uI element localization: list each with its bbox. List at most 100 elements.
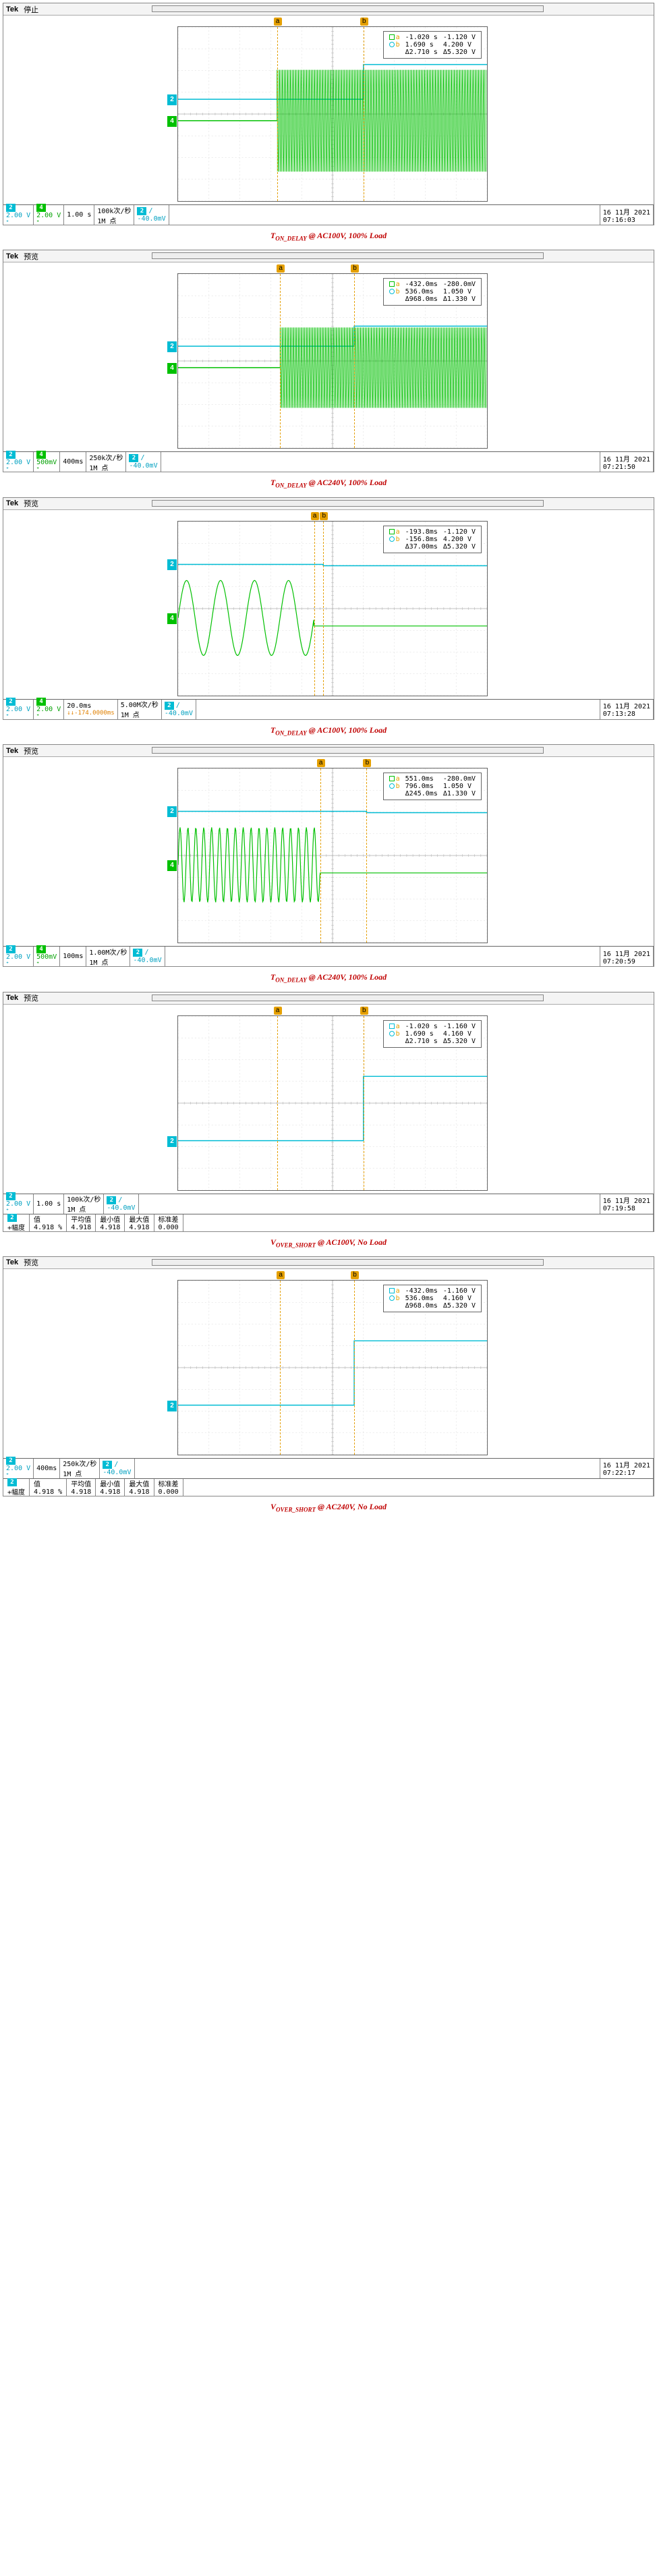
cursor-a[interactable]: a [277, 27, 278, 201]
cursor-readout: a-1.020 s-1.120 V b1.690 s4.200 V Δ2.710… [383, 31, 482, 59]
oscilloscope-capture: Tek 预览 a b 2 a-1.020 [3, 992, 654, 1232]
ch-scale-4: 4500mV ᕀ [34, 947, 60, 966]
channel-tag-4: 4 [167, 860, 177, 871]
channel-tag-2: 2 [167, 1136, 177, 1147]
timestamp: 16 11月 202107:20:59 [600, 947, 654, 966]
oscilloscope-capture: Tek 预览 a b 24 a-193.8 [3, 497, 654, 720]
channel-tag-4: 4 [167, 116, 177, 127]
scope-footer: 22.00 V ᕀ42.00 V ᕀ 1.00 s 100k次/秒1M 点 2/… [3, 204, 654, 225]
scope-footer: 22.00 V ᕀ 400ms 250k次/秒1M 点 2/ -40.0mV 1… [3, 1458, 654, 1478]
cursor-a[interactable]: a [280, 274, 281, 448]
trigger-info: 2/ -40.0mV [162, 700, 196, 719]
cursor-readout: a-193.8ms-1.120 V b-156.8ms4.200 V Δ37.0… [383, 526, 482, 553]
channel-tag-2: 2 [167, 559, 177, 570]
waveform-area: a b 24 a-193.8ms-1.120 V b-156.8ms4.200 … [177, 521, 488, 696]
ch-scale-2: 22.00 V ᕀ [3, 1194, 34, 1214]
cursor-b[interactable]: b [354, 1281, 355, 1455]
channel-tag-2: 2 [167, 341, 177, 352]
oscilloscope-capture: Tek 停止 a b 24 a-1.020 [3, 3, 654, 225]
ch-scale-2: 22.00 V ᕀ [3, 1459, 34, 1478]
brand-label: Tek [3, 1258, 21, 1266]
timebase: 1.00 s [34, 1194, 64, 1214]
run-status: 预览 [21, 498, 41, 509]
cursor-b[interactable]: b [354, 274, 355, 448]
waveform-area: a b 24 a551.0ms-280.0mV b796.0ms1.050 V … [177, 768, 488, 943]
cursor-a[interactable]: a [280, 1281, 281, 1455]
scope-header: Tek 预览 [3, 498, 654, 510]
run-status: 预览 [21, 251, 41, 262]
cursor-a-label: a [274, 1007, 282, 1015]
sample-rate: 250k次/秒1M 点 [86, 452, 126, 472]
cursor-a-label: a [311, 512, 319, 520]
run-status: 停止 [21, 4, 41, 15]
brand-label: Tek [3, 5, 21, 13]
cursor-a-label: a [277, 264, 285, 273]
trigger-info: 2/ -40.0mV [130, 947, 165, 966]
cursor-b-label: b [360, 1007, 368, 1015]
measurement-stats: 2+幅度 值4.918 % 平均值4.918 最小值4.918 最大值4.918… [3, 1214, 654, 1231]
cursor-readout: a-432.0ms-280.0mV b536.0ms1.050 V Δ968.0… [383, 278, 482, 306]
cursor-b-label: b [320, 512, 328, 520]
cursor-b-label: b [360, 18, 368, 26]
waveform-area: a b 24 a-432.0ms-280.0mV b536.0ms1.050 V… [177, 273, 488, 449]
channel-tag-2: 2 [167, 806, 177, 817]
timebase: 400ms [34, 1459, 60, 1478]
scope-header: Tek 预览 [3, 1257, 654, 1269]
timebase: 1.00 s [64, 205, 94, 225]
channel-tag-4: 4 [167, 363, 177, 374]
oscilloscope-capture: Tek 预览 a b 24 a551.0m [3, 744, 654, 967]
scope-footer: 22.00 V ᕀ4500mV ᕀ 100ms 1.00M次/秒1M 点 2/ … [3, 946, 654, 966]
cursor-readout: a-432.0ms-1.160 V b536.0ms4.160 V Δ968.0… [383, 1285, 482, 1312]
waveform-area: a b 24 a-1.020 s-1.120 V b1.690 s4.200 V… [177, 26, 488, 202]
sample-rate: 250k次/秒1M 点 [60, 1459, 100, 1478]
run-status: 预览 [21, 992, 41, 1003]
trigger-info: 2/ -40.0mV [134, 205, 169, 225]
timestamp: 16 11月 202107:16:03 [600, 205, 654, 225]
scope-header: Tek 预览 [3, 992, 654, 1005]
ch-scale-2: 22.00 V ᕀ [3, 947, 34, 966]
scope-header: Tek 预览 [3, 745, 654, 757]
cursor-b-label: b [351, 1271, 359, 1279]
timebase: 400ms [60, 452, 86, 472]
timestamp: 16 11月 202107:19:58 [600, 1194, 654, 1214]
ch-scale-2: 22.00 V ᕀ [3, 452, 34, 472]
scope-footer: 22.00 V ᕀ 1.00 s 100k次/秒1M 点 2/ -40.0mV … [3, 1194, 654, 1214]
cursor-a[interactable]: a [320, 768, 321, 943]
cursor-b-label: b [363, 759, 371, 767]
trigger-info: 2/ -40.0mV [126, 452, 161, 472]
cursor-a[interactable]: a [314, 522, 315, 696]
timestamp: 16 11月 202107:21:50 [600, 452, 654, 472]
oscilloscope-capture: Tek 预览 a b 24 a-432.0 [3, 250, 654, 472]
waveform-area: a b 2 a-432.0ms-1.160 V b536.0ms4.160 V … [177, 1280, 488, 1455]
ch-scale-4: 42.00 V ᕀ [34, 700, 64, 719]
trigger-info: 2/ -40.0mV [104, 1194, 138, 1214]
cursor-readout: a551.0ms-280.0mV b796.0ms1.050 V Δ245.0m… [383, 773, 482, 800]
oscilloscope-capture: Tek 预览 a b 2 a-432.0m [3, 1256, 654, 1496]
ch-scale-2: 22.00 V ᕀ [3, 700, 34, 719]
sample-rate: 1.00M次/秒1M 点 [86, 947, 130, 966]
cursor-a-label: a [274, 18, 282, 26]
figure-caption: TON_DELAY @ AC100V, 100% Load [3, 231, 654, 242]
ch-scale-2: 22.00 V ᕀ [3, 205, 34, 225]
timestamp: 16 11月 202107:13:28 [600, 700, 654, 719]
cursor-a[interactable]: a [277, 1016, 278, 1190]
scope-header: Tek 预览 [3, 250, 654, 262]
cursor-b[interactable]: b [323, 522, 324, 696]
trigger-info: 2/ -40.0mV [100, 1459, 134, 1478]
ch-scale-4: 4500mV ᕀ [34, 452, 60, 472]
waveform-area: a b 2 a-1.020 s-1.160 V b1.690 s4.160 V … [177, 1015, 488, 1191]
brand-label: Tek [3, 252, 21, 260]
run-status: 预览 [21, 1257, 41, 1268]
brand-label: Tek [3, 747, 21, 755]
channel-tag-4: 4 [167, 613, 177, 624]
brand-label: Tek [3, 499, 21, 507]
ch-scale-4: 42.00 V ᕀ [34, 205, 64, 225]
cursor-b[interactable]: b [366, 768, 367, 943]
cursor-b-label: b [351, 264, 359, 273]
sample-rate: 5.00M次/秒1M 点 [118, 700, 162, 719]
figure-caption: VOVER_SHORT @ AC240V, No Load [3, 1502, 654, 1513]
sample-rate: 100k次/秒1M 点 [64, 1194, 104, 1214]
figure-caption: VOVER_SHORT @ AC100V, No Load [3, 1237, 654, 1248]
cursor-a-label: a [277, 1271, 285, 1279]
timebase: 20.0ms↓↓-174.0000ms [64, 700, 117, 719]
